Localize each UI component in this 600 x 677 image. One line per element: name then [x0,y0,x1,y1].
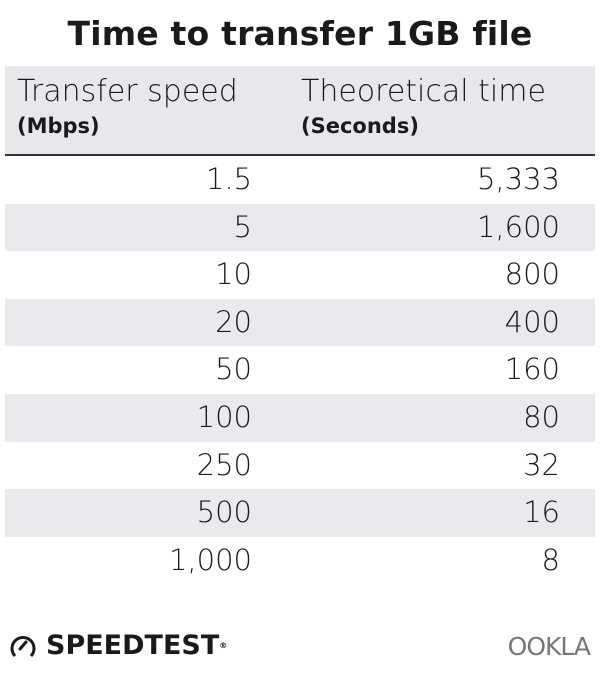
column-header-speed: Transfer speed [17,74,238,109]
speed-cell: 1,000 [168,542,252,577]
speed-cell: 500 [196,495,252,530]
time-cell: 400 [504,304,560,339]
table-row: 500 16 [5,489,595,537]
table-row: 100 80 [5,393,595,442]
speedometer-icon [10,635,36,657]
time-cell: 5,333 [476,162,560,196]
column-unit-time: (Seconds) [301,114,419,138]
speedtest-logo: SPEEDTEST ® [8,630,227,661]
table-row: 5 1,600 [5,203,595,252]
time-cell: 32 [523,447,560,482]
time-cell: 80 [523,399,560,434]
speed-cell: 1.5 [205,162,252,196]
table-row: 1.5 5,333 [5,156,595,204]
brand-name: SPEEDTEST [46,630,220,661]
column-header-time: Theoretical time [301,74,546,109]
table-row: 250 32 [5,442,595,490]
table-row: 50 160 [5,346,595,394]
column-unit-speed: (Mbps) [17,114,100,138]
time-cell: 160 [504,352,560,387]
time-cell: 800 [504,257,560,292]
table-row: 1,000 8 [5,537,595,585]
table-row: 20 400 [5,298,595,347]
time-cell: 1,600 [476,209,560,244]
speed-cell: 10 [215,257,252,292]
data-table: Transfer speed (Mbps) Theoretical time (… [5,66,595,584]
ookla-logo: OOKLA [507,632,591,661]
table-row: 10 800 [5,251,595,299]
speed-cell: 250 [196,447,252,482]
time-cell: 8 [541,542,560,577]
chart-title: Time to transfer 1GB file [67,14,533,53]
table-header: Transfer speed (Mbps) Theoretical time (… [5,66,595,156]
speed-cell: 50 [215,352,252,387]
time-cell: 16 [523,495,560,530]
speed-cell: 20 [215,304,252,339]
speed-cell: 5 [233,209,252,244]
speed-cell: 100 [196,399,252,434]
